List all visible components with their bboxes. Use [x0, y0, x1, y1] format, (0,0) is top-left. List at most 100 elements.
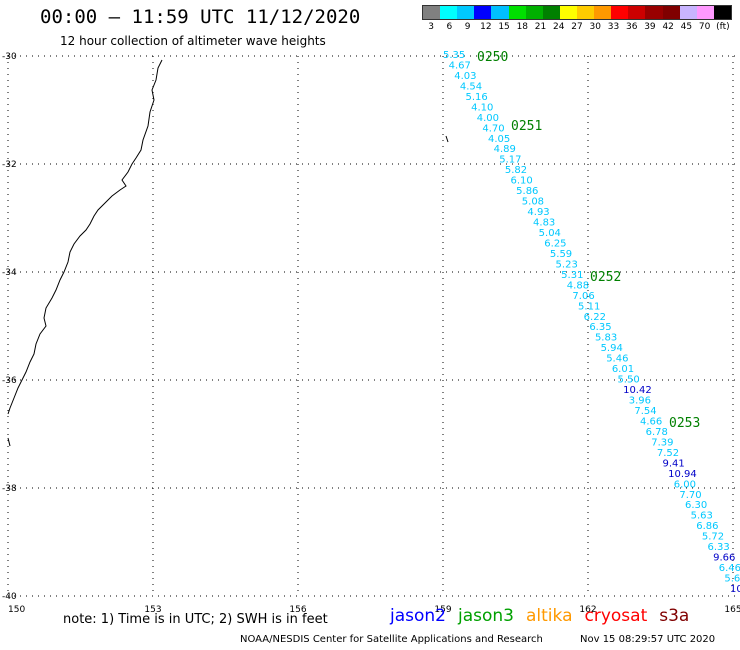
coastline: [7, 59, 163, 415]
satellite-s3a: s3a: [659, 606, 690, 626]
wave-height-value: 6.78: [646, 427, 668, 438]
wave-height-value: 6.01: [612, 364, 634, 375]
wave-height-value: 6.46: [719, 563, 740, 574]
wave-height-value: 5.04: [539, 228, 561, 239]
legend-swatch: [713, 6, 731, 19]
legend-swatch: [679, 6, 697, 19]
lat-label: -40: [2, 592, 17, 602]
wave-height-value: 6.86: [696, 521, 718, 532]
lat-label: -38: [2, 484, 17, 494]
wave-height-legend: 3 6 9 12 15 18 21 24 27 30 33 36 39 42 45 70 (ft): [422, 5, 732, 32]
wave-height-value: 7.70: [679, 490, 701, 501]
wave-height-value: 5.23: [556, 259, 578, 270]
wave-height-value: 6.25: [544, 238, 566, 249]
wave-height-value: 6.33: [707, 542, 729, 553]
credit-text: NOAA/NESDIS Center for Satellite Applica…: [240, 634, 543, 645]
lat-lon-grid: [7, 55, 735, 597]
island-mark: [7, 437, 11, 447]
page-subtitle: 12 hour collection of altimeter wave hei…: [60, 34, 326, 48]
wave-height-value: 10: [730, 584, 740, 595]
wave-height-value: 5.63: [691, 511, 713, 522]
wave-height-value: 10.42: [623, 385, 652, 396]
legend-label: 39: [644, 22, 656, 32]
satellite-altika: altika: [526, 606, 573, 626]
legend-swatch: [440, 6, 458, 19]
legend-label: 27: [571, 22, 583, 32]
legend-label: 70: [698, 22, 711, 32]
legend-label: 9: [464, 22, 471, 32]
wave-height-value: 5.72: [702, 532, 724, 543]
axis-labels: -30 -32 -34 -36 -38 -40 150 153 156 159 162 165: [2, 52, 740, 615]
track-time-label: 0251: [511, 119, 542, 134]
wave-height-value: 6.35: [589, 322, 611, 333]
lon-label: 156: [289, 605, 306, 615]
legend-swatch: [542, 6, 560, 19]
wave-height-value: 7.06: [572, 291, 594, 302]
legend-label: 15: [498, 22, 510, 32]
legend-label: 24: [553, 22, 565, 32]
legend-swatch: [628, 6, 646, 19]
wave-height-value: 4.54: [460, 81, 482, 92]
satellite-jason3: jason3: [458, 606, 514, 626]
legend-swatch: [696, 6, 714, 19]
legend-swatch: [559, 6, 577, 19]
legend-label: 18: [516, 22, 529, 32]
wave-height-value: 5.11: [578, 301, 600, 312]
wave-height-value: 4.00: [477, 113, 499, 124]
wave-height-value: 4.05: [488, 134, 510, 145]
wave-height-value: 10.94: [668, 469, 697, 480]
legend-label: 36: [625, 22, 638, 32]
wave-height-value: 4.93: [527, 207, 549, 218]
legend-swatch: [474, 6, 492, 19]
legend-label: 21: [534, 22, 547, 32]
lon-label: 165: [724, 605, 740, 615]
wave-height-value: 4.89: [494, 144, 516, 155]
wave-height-value: 4.66: [640, 416, 662, 427]
wave-height-value: 6.30: [685, 500, 707, 511]
legend-label: 6: [446, 22, 453, 32]
lat-label: -34: [2, 268, 17, 278]
wave-height-value: 4.67: [449, 60, 471, 71]
page-title: 00:00 – 11:59 UTC 11/12/2020: [40, 6, 361, 28]
wave-height-value: 5.16: [466, 92, 488, 103]
wave-height-value: 5.59: [550, 249, 572, 260]
wave-height-value: 7.39: [651, 437, 673, 448]
wave-height-value: 4.83: [533, 218, 555, 229]
legend-swatch: [611, 6, 629, 19]
wave-height-value: 5.94: [601, 343, 623, 354]
wave-height-value: 4.70: [482, 123, 504, 134]
track-time-label: 0253: [669, 416, 700, 431]
track-time-label: 0252: [590, 270, 621, 285]
wave-height-value: 4.10: [471, 102, 493, 113]
legend-swatch: [491, 6, 509, 19]
legend-swatch: [423, 6, 441, 19]
legend-swatch: [645, 6, 663, 19]
legend-swatch: [457, 6, 475, 19]
wave-height-value: 6.10: [511, 176, 533, 187]
satellite-legend: jason2 jason3 altika cryosat s3a: [390, 606, 701, 626]
wave-height-value: 5.35: [443, 50, 465, 61]
generated-timestamp: Nov 15 08:29:57 UTC 2020: [580, 634, 716, 645]
wave-height-value: 5.6: [724, 574, 740, 585]
wave-height-value: 3.96: [629, 396, 651, 407]
lon-label: 162: [579, 605, 596, 615]
legend-label: 3: [428, 22, 434, 32]
legend-label: 12: [480, 22, 492, 32]
legend-color-bar: [422, 5, 732, 20]
wave-height-value: 5.46: [606, 354, 628, 365]
satellite-jason2: jason2: [390, 606, 446, 626]
lon-label: 153: [144, 605, 161, 615]
lon-label: 150: [8, 605, 25, 615]
legend-swatch: [576, 6, 595, 19]
legend-swatch: [662, 6, 680, 19]
lat-label: -36: [2, 376, 17, 386]
wave-height-value: 7.52: [657, 448, 679, 459]
track-time-labels: 0250 0251 0252 0253: [477, 50, 700, 431]
wave-height-values: 5.354.674.034.545.164.104.004.704.054.89…: [443, 50, 740, 595]
wave-height-value: 5.08: [522, 197, 544, 208]
wave-height-value: 4.88: [567, 280, 589, 291]
legend-label: 30: [589, 22, 601, 32]
wave-height-value: 5.50: [617, 375, 639, 386]
